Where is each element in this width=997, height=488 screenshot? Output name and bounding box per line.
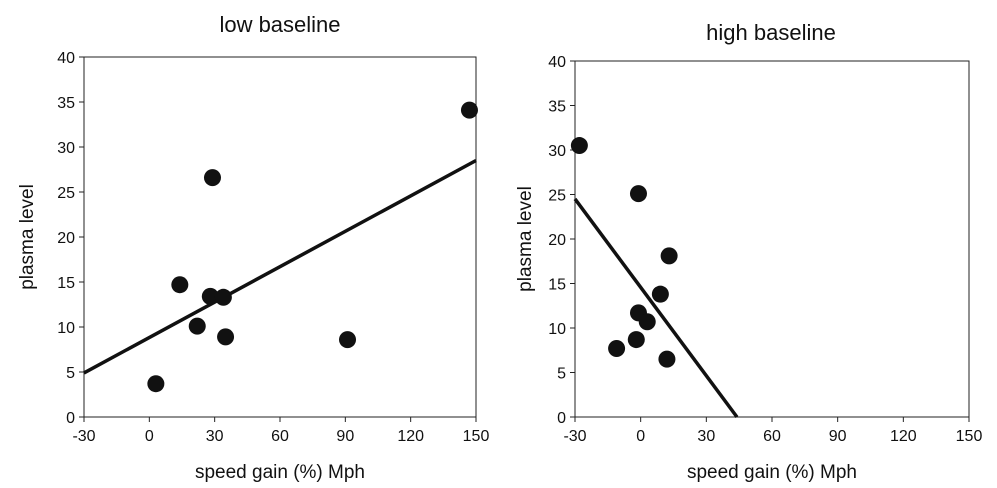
data-point-0-5 (214, 288, 232, 306)
y-tick-label-0-0: 0 (66, 410, 75, 427)
data-point-1-5 (638, 313, 656, 331)
x-tick-label-1-1: 0 (636, 428, 645, 445)
data-point-1-0 (570, 137, 588, 155)
y-tick-label-0-5: 25 (57, 185, 75, 202)
y-tick-label-1-7: 35 (548, 99, 566, 116)
data-point-0-6 (217, 328, 235, 346)
y-tick-label-1-5: 25 (548, 188, 566, 205)
y-tick-label-1-2: 10 (548, 321, 566, 338)
x-tick-label-0-6: 150 (463, 428, 490, 445)
y-tick-label-0-6: 30 (57, 140, 75, 157)
y-tick-label-0-3: 15 (57, 275, 75, 292)
data-point-0-3 (201, 287, 219, 305)
y-tick-label-0-7: 35 (57, 95, 75, 112)
y-tick-label-1-0: 0 (557, 410, 566, 427)
plot-frame-1 (574, 60, 970, 418)
x-tick-label-0-1: 0 (145, 428, 154, 445)
x-tick-label-0-4: 90 (336, 428, 354, 445)
data-point-1-7 (658, 350, 676, 368)
x-tick-label-1-2: 30 (697, 428, 715, 445)
data-point-0-2 (188, 317, 206, 335)
x-axis-label-1: speed gain (%) Mph (687, 462, 857, 483)
y-tick-label-1-6: 30 (548, 143, 566, 160)
y-tick-label-0-2: 10 (57, 320, 75, 337)
data-point-1-1 (608, 339, 626, 357)
chart-title-1: high baseline (706, 20, 836, 45)
fit-line-1 (573, 197, 739, 419)
plot-frame-0 (83, 56, 477, 418)
x-tick-label-0-3: 60 (271, 428, 289, 445)
y-tick-label-1-1: 5 (557, 366, 566, 383)
x-tick-label-0-2: 30 (206, 428, 224, 445)
y-tick-label-1-8: 40 (548, 54, 566, 71)
y-tick-label-0-4: 20 (57, 230, 75, 247)
y-tick-label-0-1: 5 (66, 365, 75, 382)
x-tick-label-1-0: -30 (563, 428, 586, 445)
y-tick-label-1-3: 15 (548, 277, 566, 294)
fit-line-0 (83, 158, 477, 375)
y-axis-label-0: plasma level (17, 184, 38, 290)
data-point-1-8 (660, 247, 678, 265)
x-tick-label-0-5: 120 (397, 428, 424, 445)
y-tick-label-0-8: 40 (57, 50, 75, 67)
x-tick-label-1-5: 120 (890, 428, 917, 445)
y-axis-label-1: plasma level (515, 186, 536, 292)
data-point-1-6 (651, 285, 669, 303)
x-tick-label-0-0: -30 (72, 428, 95, 445)
data-point-0-0 (147, 375, 165, 393)
data-point-0-7 (339, 331, 357, 349)
x-axis-label-0: speed gain (%) Mph (195, 462, 365, 483)
x-tick-label-1-6: 150 (956, 428, 983, 445)
x-tick-label-1-4: 90 (829, 428, 847, 445)
data-point-0-8 (460, 101, 478, 119)
data-point-1-4 (629, 185, 647, 203)
data-point-1-2 (627, 331, 645, 349)
y-tick-label-1-4: 20 (548, 232, 566, 249)
x-tick-label-1-3: 60 (763, 428, 781, 445)
data-point-0-1 (171, 276, 189, 294)
chart-title-0: low baseline (219, 12, 340, 37)
data-point-0-4 (203, 169, 221, 187)
